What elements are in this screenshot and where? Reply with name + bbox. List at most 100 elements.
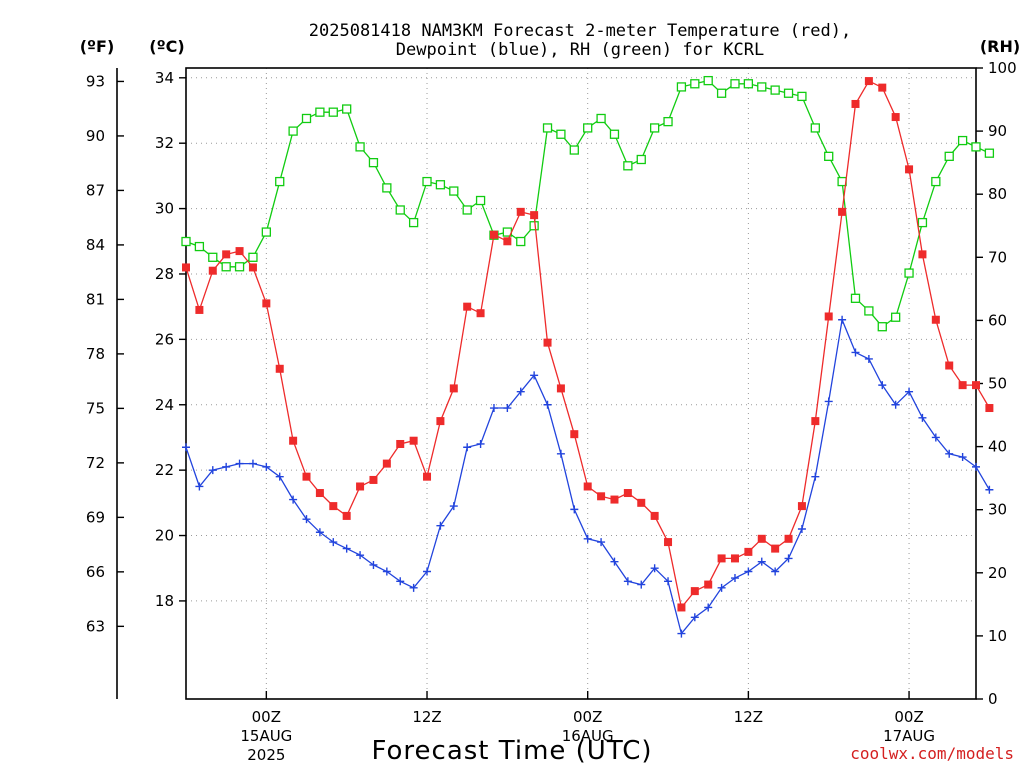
tick-label-rh: 20 xyxy=(988,564,1007,582)
dewpoint-point xyxy=(476,439,485,448)
rh-point xyxy=(261,227,271,237)
rh-point xyxy=(328,107,338,117)
dewpoint-point xyxy=(302,515,311,524)
temperature-point xyxy=(717,554,726,563)
temperature-point xyxy=(905,165,914,174)
dewpoint-point xyxy=(972,462,980,471)
rh-point xyxy=(248,252,258,262)
tick-label-celsius: 24 xyxy=(155,396,174,414)
rh-point xyxy=(462,205,472,215)
temperature-point xyxy=(677,603,686,612)
temperature-point xyxy=(396,439,405,448)
dewpoint-point xyxy=(570,505,579,514)
temperature-point xyxy=(771,544,780,553)
rh-point xyxy=(824,151,834,161)
temperature-point xyxy=(985,404,994,413)
dewpoint-point xyxy=(757,557,766,566)
tick-label-rh: 40 xyxy=(988,438,1007,456)
temperature-point xyxy=(958,381,967,390)
tick-label-x: 12Z xyxy=(412,708,441,726)
rh-point xyxy=(783,88,794,98)
rh-point xyxy=(382,183,392,193)
tick-label-x: 00Z xyxy=(252,708,281,726)
dewpoint-point xyxy=(597,538,606,547)
temperature-point xyxy=(195,305,204,314)
temperature-point xyxy=(583,482,592,491)
tick-label-fahrenheit: 69 xyxy=(86,508,105,526)
dewpoint-point xyxy=(329,538,338,547)
rh-point xyxy=(569,145,579,155)
dewpoint-point xyxy=(275,472,284,481)
tick-label-rh: 10 xyxy=(988,627,1007,645)
temperature-point xyxy=(516,207,525,216)
series-dewpoint xyxy=(182,315,994,638)
temperature-point xyxy=(476,309,485,318)
temperature-point xyxy=(302,472,311,481)
temperature-point xyxy=(610,495,619,504)
dewpoint-point xyxy=(235,459,244,468)
tick-label-fahrenheit: 75 xyxy=(86,399,105,417)
temperature-point xyxy=(730,554,739,563)
tick-label-celsius: 20 xyxy=(155,527,174,545)
dewpoint-point xyxy=(516,387,525,396)
dewpoint-point xyxy=(182,443,190,452)
temperature-point xyxy=(744,547,753,556)
rh-point xyxy=(301,113,312,124)
temperature-point xyxy=(784,534,793,543)
temperature-point xyxy=(824,312,833,321)
dewpoint-point xyxy=(356,551,365,560)
dewpoint-point xyxy=(289,495,298,504)
temperature-point xyxy=(972,381,980,390)
dewpoint-point xyxy=(315,528,324,537)
tick-label-fahrenheit: 63 xyxy=(86,617,105,635)
rh-point xyxy=(971,142,981,152)
tick-label-rh: 70 xyxy=(988,248,1007,266)
temperature-point xyxy=(222,250,231,259)
rh-point xyxy=(475,195,486,206)
dewpoint-point xyxy=(891,400,900,409)
rh-point xyxy=(275,176,285,187)
rh-point xyxy=(904,268,914,278)
tick-label-fahrenheit: 81 xyxy=(86,290,105,308)
dewpoint-point xyxy=(248,459,257,468)
dewpoint-point xyxy=(208,466,217,475)
temperature-point xyxy=(864,77,873,86)
temperature-point xyxy=(891,113,900,122)
dewpoint-point xyxy=(677,629,686,638)
temperature-point xyxy=(797,502,806,511)
temperature-point xyxy=(329,502,338,511)
tick-label-x-date: 16AUG xyxy=(562,727,614,745)
temperature-point xyxy=(436,417,445,426)
dewpoint-point xyxy=(610,557,619,566)
source-credit: coolwx.com/models xyxy=(850,744,1014,763)
tick-label-fahrenheit: 93 xyxy=(86,72,105,90)
tick-label-rh: 100 xyxy=(988,59,1017,77)
rh-point xyxy=(221,262,231,272)
temperature-point xyxy=(409,436,418,445)
temperature-point xyxy=(543,338,552,347)
rh-point xyxy=(703,75,713,86)
temperature-point xyxy=(382,459,391,468)
dewpoint-point xyxy=(824,397,833,406)
dewpoint-point xyxy=(396,577,405,586)
dewpoint-point xyxy=(489,404,498,413)
rh-point xyxy=(529,221,539,231)
temperature-point xyxy=(597,492,606,501)
tick-label-rh: 30 xyxy=(988,501,1007,519)
temperature-point xyxy=(182,263,190,272)
rh-point xyxy=(770,85,780,95)
rh-point xyxy=(810,123,820,133)
tick-label-rh: 90 xyxy=(988,122,1007,140)
tick-label-fahrenheit: 72 xyxy=(86,454,105,472)
temperature-point xyxy=(235,247,244,256)
tick-label-x-year: 2025 xyxy=(247,746,285,764)
dewpoint-point xyxy=(262,462,271,471)
dewpoint-point xyxy=(717,583,726,592)
rh-point xyxy=(944,151,954,161)
temperature-point xyxy=(530,211,539,220)
unit-rh: (RH) xyxy=(980,37,1020,56)
temperature-point xyxy=(369,475,378,484)
dewpoint-point xyxy=(222,462,231,471)
rh-point xyxy=(931,176,941,187)
